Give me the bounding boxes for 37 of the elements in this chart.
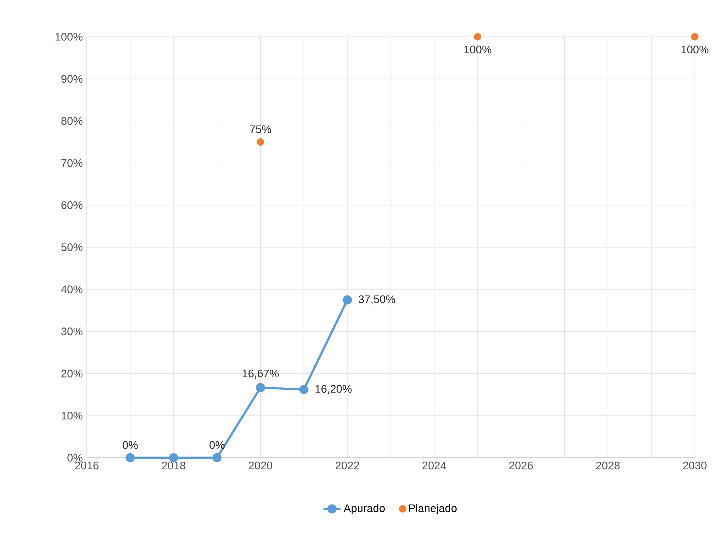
x-tick-label: 2030 (683, 462, 707, 470)
point (212, 453, 222, 463)
data-label: 37,50% (358, 296, 396, 305)
x-tick-label: 2022 (336, 462, 360, 470)
point (474, 33, 482, 41)
y-tick-label: 0% (68, 454, 83, 462)
x-tick-label: 2016 (75, 462, 99, 470)
y-tick-label: 60% (62, 201, 83, 210)
point (126, 453, 136, 463)
point (257, 138, 264, 146)
y-tick-label: 50% (62, 244, 83, 252)
legend-label: Apurado (344, 504, 385, 515)
y-tick-label: 20% (62, 370, 83, 378)
legend-label: Planejado (409, 504, 457, 515)
y-tick-label: 80% (62, 117, 83, 126)
x-tick-label: 2028 (596, 462, 620, 470)
x-tick-label: 2020 (249, 462, 273, 470)
y-tick-label: 10% (62, 412, 83, 420)
y-tick-label: 30% (62, 328, 83, 336)
data-label: 0% (210, 441, 225, 450)
y-tick-label: 90% (62, 75, 83, 83)
data-label: 0% (122, 441, 138, 450)
y-tick-label: 70% (62, 159, 83, 168)
x-tick-label: 2018 (162, 462, 186, 470)
data-label: 16,67% (242, 370, 279, 379)
point (256, 383, 266, 392)
x-tick-label: 2024 (422, 462, 446, 470)
point (691, 33, 699, 41)
point (300, 385, 309, 394)
data-label: 75% (250, 126, 272, 134)
data-label: 16,20% (316, 385, 352, 394)
y-tick-label: 100% (56, 33, 83, 41)
x-tick-label: 2026 (510, 462, 534, 470)
data-label: 100% (464, 46, 492, 54)
y-tick-label: 40% (61, 286, 83, 294)
data-label: 100% (682, 46, 709, 54)
point (342, 296, 352, 305)
